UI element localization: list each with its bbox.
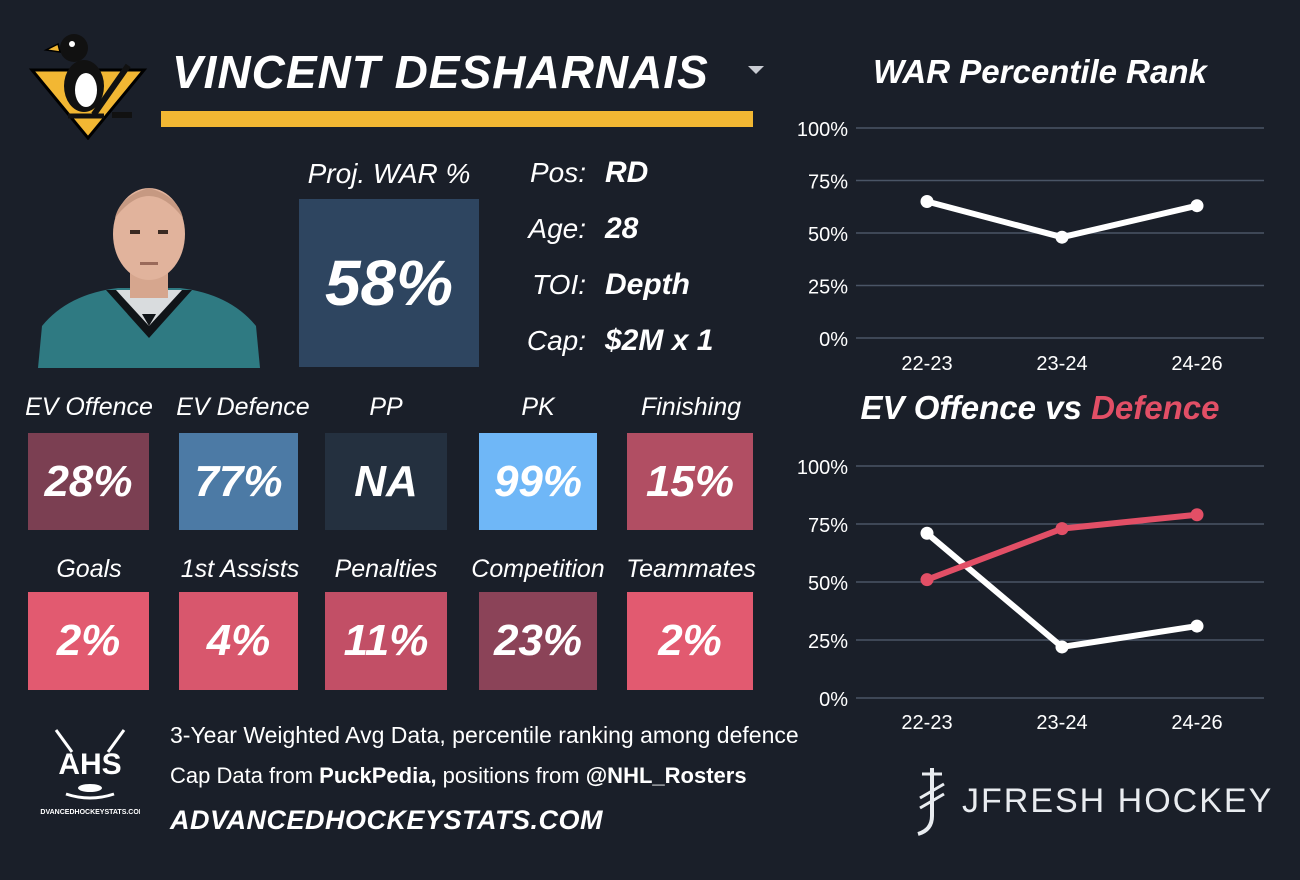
jfresh-brand: JFRESH HOCKEY [962,782,1274,820]
ev-chart-title: EV Offence vs Defence [840,386,1240,430]
data-point [1055,230,1069,244]
ev-chart-title-vs: vs [1036,389,1092,426]
ev-offence-defence-chart: 0% 25% 50% 75% 100% 22-23 23-24 24-26 [797,457,1264,734]
age-value: 28 [605,212,639,245]
age-label: Age: [528,213,586,244]
ev-chart-title-defence: Defence [1091,389,1220,426]
data-point [920,573,934,587]
y-tick-label: 100% [797,119,848,141]
teammates-tile: 2% [627,592,753,690]
ev-chart-title-offence: EV Offence [860,389,1037,426]
name-underline [161,111,753,127]
puckpedia-link[interactable]: PuckPedia, [319,763,437,788]
footer-methodology: 3-Year Weighted Avg Data, percentile ran… [170,722,799,748]
jfresh-logo-icon [906,764,952,838]
toi-label: TOI: [532,269,586,300]
ahs-logo-icon: AHS ADVANCEDHOCKEYSTATS.COM [35,722,145,822]
y-tick-label: 25% [808,277,848,299]
data-point [920,526,934,540]
ev-defence-tile: 77% [179,433,298,530]
goals-label: Goals [56,555,122,583]
ahs-website-link[interactable]: ADVANCEDHOCKEYSTATS.COM [170,805,604,835]
data-point [1190,508,1204,522]
x-tick-label: 24-26 [1171,353,1222,375]
x-tick-label: 22-23 [901,353,952,375]
x-tick-label: 23-24 [1036,353,1087,375]
goals-tile: 2% [28,592,149,690]
y-tick-label: 75% [808,172,848,194]
svg-text:ADVANCEDHOCKEYSTATS.COM: ADVANCEDHOCKEYSTATS.COM [40,809,140,816]
x-tick-label: 22-23 [901,712,952,734]
pp-label: PP [369,393,403,421]
finishing-tile: 15% [627,433,753,530]
data-point [1055,640,1069,654]
penguins-logo-icon [28,30,148,141]
footer-sources-middle: positions from [436,763,586,788]
cap-value: $2M x 1 [605,324,714,357]
footer-sources: Cap Data from PuckPedia, positions from … [170,760,810,792]
data-point [1190,619,1204,633]
svg-text:AHS: AHS [58,748,121,781]
y-tick-label: 0% [819,329,848,351]
penalties-label: Penalties [334,555,438,583]
data-point [920,195,934,208]
y-tick-label: 0% [819,689,848,711]
first-assists-label: 1st Assists [180,555,300,583]
x-tick-label: 24-26 [1171,712,1222,734]
proj-war-value: 58% [299,199,479,367]
y-tick-label: 100% [797,457,848,479]
pk-tile: 99% [479,433,597,530]
competition-label: Competition [471,555,605,583]
war-percentile-chart: 0% 25% 50% 75% 100% 22-23 23-24 24-26 [797,119,1264,375]
teammates-label: Teammates [626,555,756,583]
player-name: VINCENT DESHARNAIS [172,46,709,98]
pk-label: PK [521,393,555,421]
war-chart-title: WAR Percentile Rank [873,53,1207,90]
ev-offence-tile: 28% [28,433,149,530]
caret-down-icon[interactable] [748,66,764,74]
y-tick-label: 50% [808,224,848,246]
series-line [924,530,1200,650]
player-headshot [38,176,260,368]
data-point [1190,199,1204,213]
ev-offence-label: EV Offence [25,393,153,421]
ev-defence-label: EV Defence [176,393,310,421]
pos-value: RD [605,156,649,189]
toi-value: Depth [605,268,690,301]
y-tick-label: 50% [808,573,848,595]
pp-tile: NA [325,433,447,530]
finishing-label: Finishing [640,393,742,421]
proj-war-label: Proj. WAR % [307,158,471,189]
nhl-rosters-link[interactable]: @NHL_Rosters [585,763,747,788]
cap-label: Cap: [526,325,586,356]
data-point [1055,522,1069,536]
first-assists-tile: 4% [179,592,298,690]
pos-label: Pos: [529,157,586,188]
y-tick-label: 25% [808,631,848,653]
y-tick-label: 75% [808,515,848,537]
penalties-tile: 11% [325,592,447,690]
x-tick-label: 23-24 [1036,712,1087,734]
footer-sources-prefix: Cap Data from [170,763,320,788]
competition-tile: 23% [479,592,597,690]
